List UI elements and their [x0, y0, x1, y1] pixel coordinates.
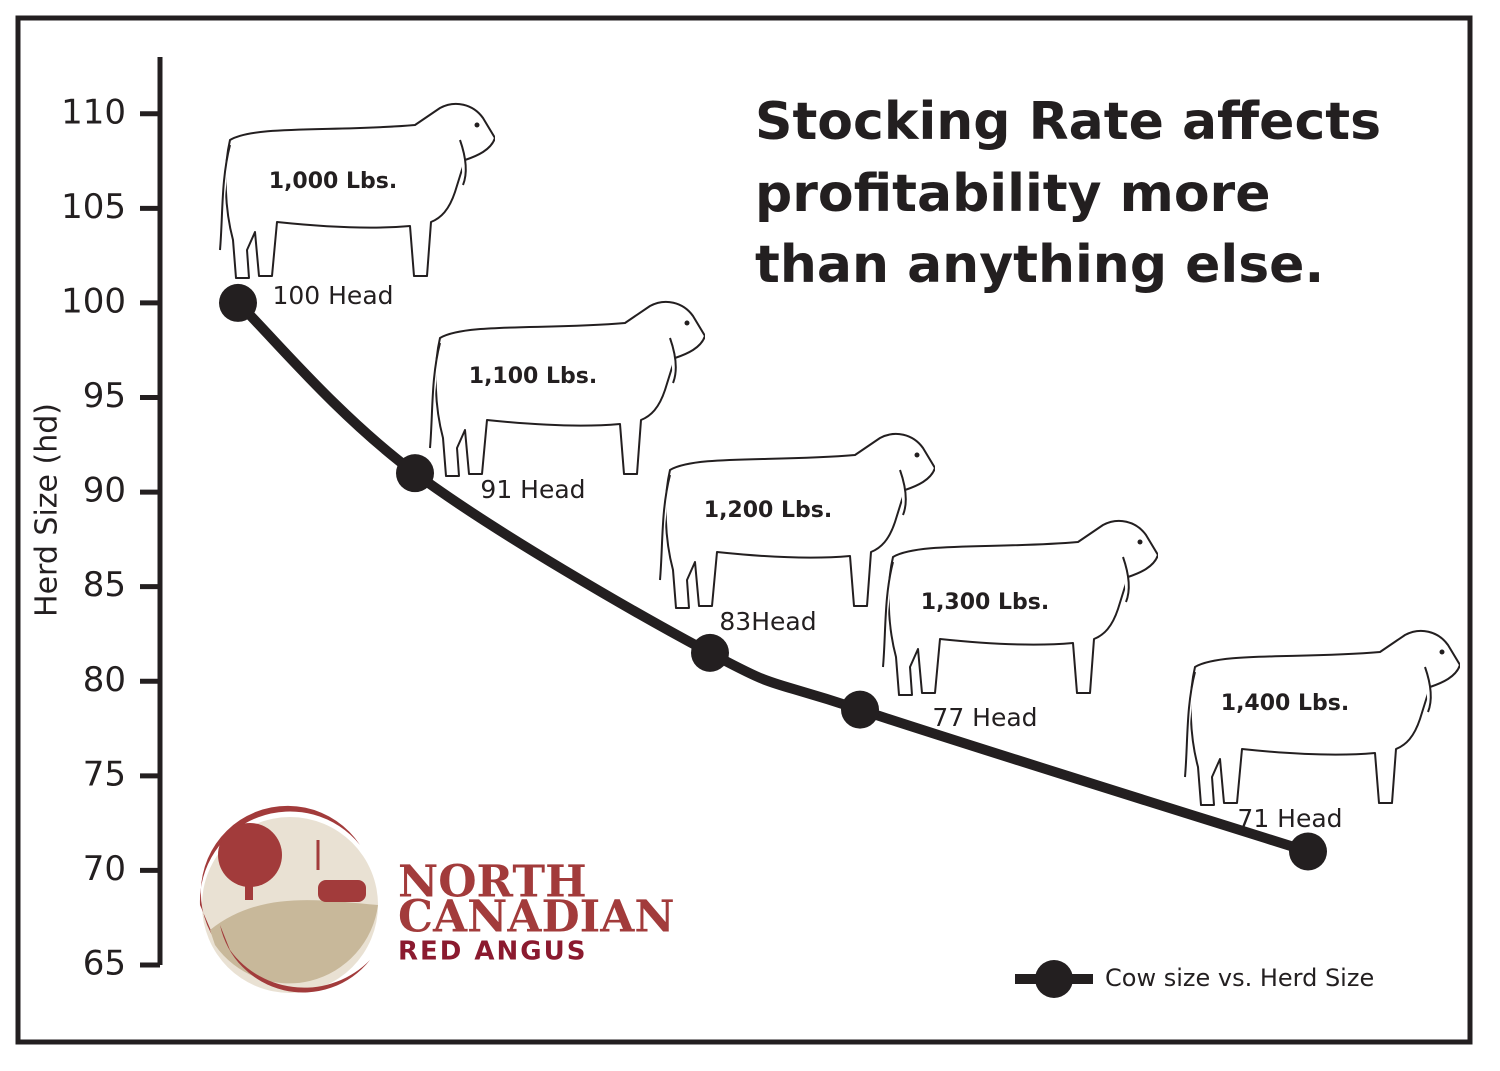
y-tick-label: 105	[61, 187, 126, 227]
legend-marker	[1035, 960, 1073, 998]
logo-text: NORTH	[398, 857, 587, 908]
cow-weight-label: 1,300 Lbs.	[921, 590, 1049, 615]
title-line: than anything else.	[755, 235, 1324, 295]
y-tick-label: 70	[83, 849, 126, 889]
cow-weight-label: 1,400 Lbs.	[1221, 691, 1349, 716]
head-label: 83Head	[719, 607, 816, 636]
logo-text: CANADIAN	[398, 892, 675, 943]
y-tick-label: 90	[83, 471, 126, 511]
title-line: profitability more	[755, 164, 1270, 224]
logo: NORTH CANADIAN RED ANGUS	[199, 805, 675, 993]
y-tick-label: 95	[83, 376, 126, 416]
head-label: 71 Head	[1237, 804, 1342, 833]
data-point	[1289, 832, 1327, 871]
data-point	[219, 283, 257, 322]
y-tick-label: 75	[83, 754, 126, 794]
cow-weight-label: 1,200 Lbs.	[704, 498, 832, 523]
head-label: 100 Head	[272, 281, 393, 310]
cow-illustration	[1184, 629, 1460, 806]
head-label: 91 Head	[480, 475, 585, 504]
y-tick-label: 85	[83, 565, 126, 605]
data-point	[396, 454, 434, 493]
y-axis-label: Herd Size (hd)	[30, 403, 65, 617]
title-line: Stocking Rate affects	[755, 92, 1381, 152]
data-point	[841, 690, 879, 729]
frame	[15, 15, 1473, 1045]
y-tick-label: 110	[61, 92, 126, 132]
y-tick-label: 100	[61, 281, 126, 321]
cow-weight-label: 1,100 Lbs.	[469, 364, 597, 389]
data-point	[691, 633, 729, 672]
y-tick-label: 65	[83, 944, 126, 984]
legend-label: Cow size vs. Herd Size	[1105, 964, 1374, 992]
logo-text: RED ANGUS	[398, 937, 587, 967]
series-line	[234, 299, 1310, 857]
y-tick-label: 80	[83, 660, 126, 700]
head-label: 77 Head	[932, 703, 1037, 732]
cow-weight-label: 1,000 Lbs.	[269, 169, 397, 194]
